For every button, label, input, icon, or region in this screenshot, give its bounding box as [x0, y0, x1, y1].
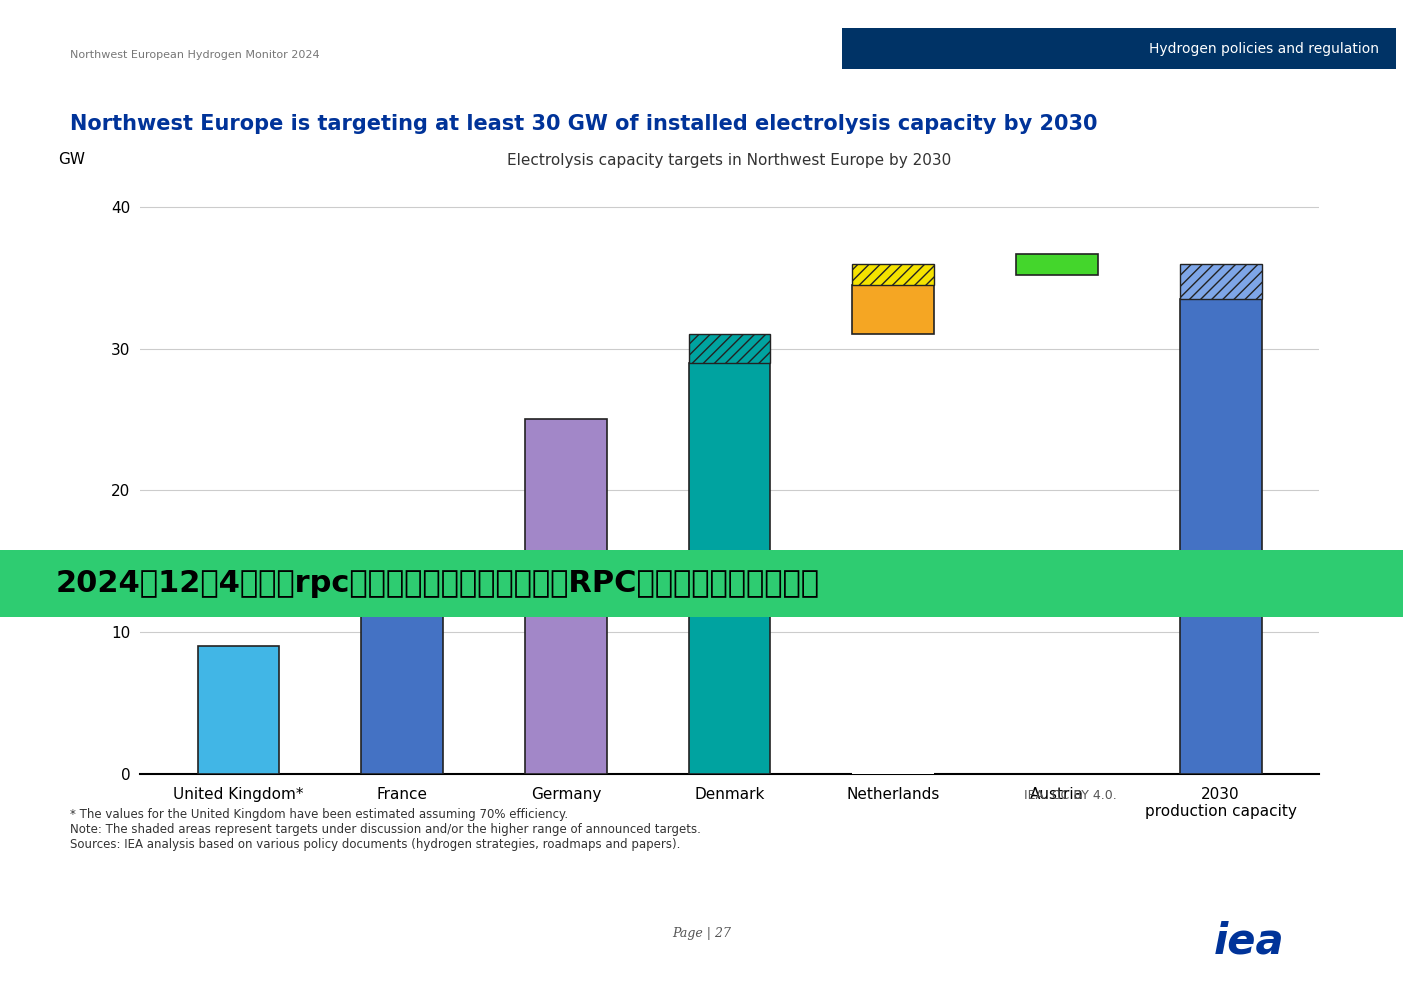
Text: * The values for the United Kingdom have been estimated assuming 70% efficiency.: * The values for the United Kingdom have…	[70, 808, 568, 821]
Text: Sources: IEA analysis based on various policy documents (hydrogen strategies, ro: Sources: IEA analysis based on various p…	[70, 838, 680, 851]
Bar	[1016, 254, 1099, 275]
Text: Page | 27: Page | 27	[672, 928, 731, 940]
Bar	[689, 363, 770, 774]
Bar	[1180, 299, 1261, 774]
Text: IEA. CC BY 4.0.: IEA. CC BY 4.0.	[1024, 789, 1117, 802]
Bar	[853, 264, 934, 285]
Bar	[525, 420, 607, 774]
Title: Electrolysis capacity targets in Northwest Europe by 2030: Electrolysis capacity targets in Northwe…	[508, 153, 951, 168]
Text: 2024年12月4日实时rpc检测，跃向未来，掌握实时RPC检测，开启技术新篇章: 2024年12月4日实时rpc检测，跃向未来，掌握实时RPC检测，开启技术新篇章	[56, 568, 821, 598]
Bar	[853, 724, 934, 774]
Bar	[853, 285, 934, 334]
Text: Hydrogen policies and regulation: Hydrogen policies and regulation	[1149, 42, 1379, 56]
Text: Northwest European Hydrogen Monitor 2024: Northwest European Hydrogen Monitor 2024	[70, 50, 320, 60]
Bar	[362, 575, 443, 774]
Text: Northwest Europe is targeting at least 30 GW of installed electrolysis capacity : Northwest Europe is targeting at least 3…	[70, 114, 1097, 134]
Bar	[362, 555, 443, 575]
Text: Note: The shaded areas represent targets under discussion and/or the higher rang: Note: The shaded areas represent targets…	[70, 823, 702, 836]
Text: iea: iea	[1214, 921, 1284, 962]
Text: GW: GW	[58, 152, 84, 167]
Bar	[1180, 264, 1261, 299]
Bar	[689, 334, 770, 363]
Bar	[198, 646, 279, 774]
